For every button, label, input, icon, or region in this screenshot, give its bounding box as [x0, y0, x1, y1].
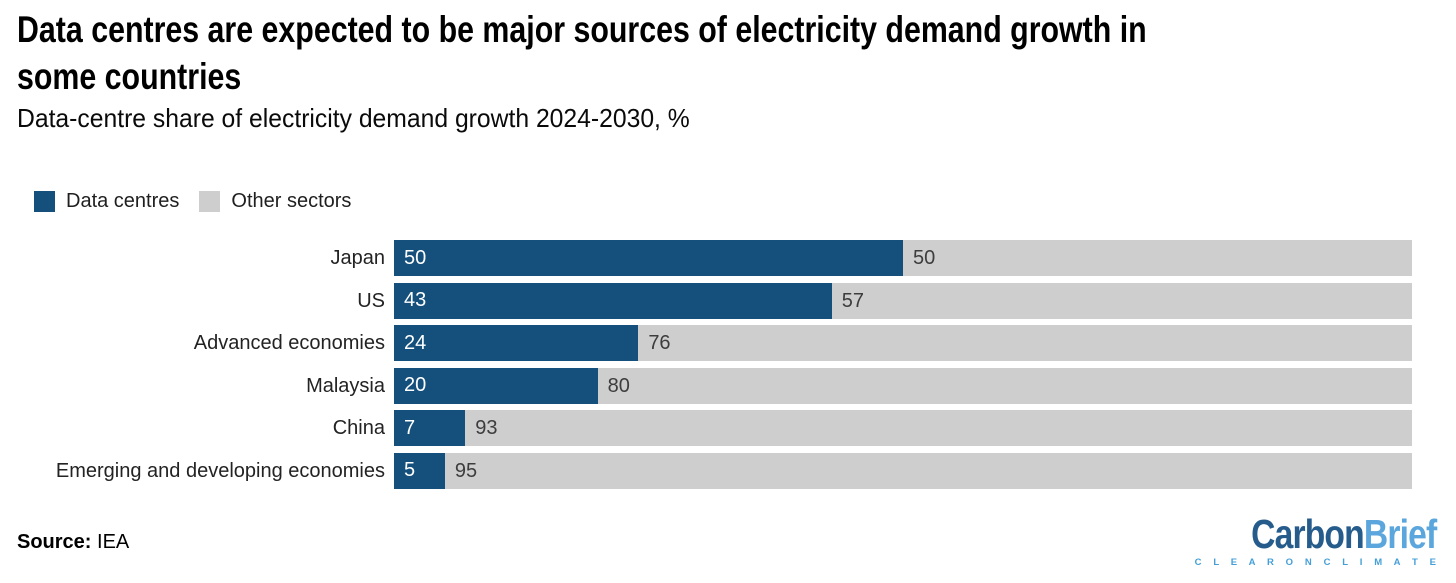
- bar-value-data-centres: 50: [404, 246, 427, 269]
- legend-label-data-centres: Data centres: [66, 190, 180, 212]
- bar-segment-data-centres: 7: [394, 410, 466, 446]
- bar-row: Japan 50 50: [0, 240, 1421, 276]
- bar-track: 7 93: [394, 410, 1412, 446]
- legend-swatch-data-centres: [34, 191, 55, 212]
- bar-value-data-centres: 5: [404, 459, 416, 481]
- bar-track: 24 76: [394, 325, 1412, 361]
- legend-item-other-sectors: Other sectors: [199, 190, 351, 213]
- category-label: Malaysia: [306, 374, 385, 397]
- category-label: Advanced economies: [193, 332, 385, 354]
- bar-track: 43 57: [394, 282, 1412, 319]
- bar-value-data-centres: 7: [404, 416, 416, 439]
- bar-value-data-centres: 20: [404, 374, 427, 396]
- bar-track: 50 50: [394, 240, 1412, 276]
- bar-value-other-sectors: 57: [841, 289, 864, 312]
- bar-value-other-sectors: 93: [475, 417, 498, 439]
- bar-segment-data-centres: 24: [394, 325, 639, 361]
- bar-row: US 43 57: [0, 282, 1421, 319]
- bar-value-other-sectors: 76: [648, 332, 671, 354]
- bar-segment-data-centres: 43: [394, 282, 832, 319]
- legend-label-other-sectors: Other sectors: [231, 190, 352, 212]
- bar-row: Malaysia 20 80: [0, 367, 1421, 404]
- chart-title-line1: Data centres are expected to be major so…: [17, 9, 1147, 50]
- category-label: US: [357, 289, 385, 312]
- chart-title-line2: some countries: [17, 56, 242, 97]
- bar-segment-data-centres: 20: [394, 367, 598, 404]
- bar-track: 20 80: [394, 367, 1412, 404]
- legend-swatch-other-sectors: [199, 191, 221, 212]
- bar-value-other-sectors: 95: [454, 459, 478, 482]
- bar-value-data-centres: 24: [404, 331, 427, 354]
- logo-carbon: Carbon: [1250, 511, 1365, 557]
- bar-value-other-sectors: 80: [607, 374, 630, 397]
- source-value: IEA: [91, 531, 130, 553]
- bar-row: Emerging and developing economies 5 95: [0, 452, 1421, 489]
- bar-segment-data-centres: 50: [394, 240, 903, 276]
- carbonbrief-logo: CarbonBrief C L E A R O N C L I M A T E: [1195, 511, 1437, 568]
- carbonbrief-wordmark: CarbonBrief: [1238, 511, 1437, 557]
- bar-row: China 7 93: [0, 410, 1421, 446]
- bar-chart: Japan 50 50 US 43 57 Advanced economies 24 76 Mal…: [0, 240, 1421, 489]
- bar-row: Advanced economies 24 76: [0, 325, 1421, 361]
- category-label: Japan: [330, 247, 386, 269]
- source-label: Source:: [17, 531, 92, 553]
- bar-track: 5 95: [394, 452, 1412, 489]
- chart-title: Data centres are expected to be major so…: [17, 6, 1395, 100]
- logo-brief: Brief: [1363, 511, 1436, 557]
- bar-value-data-centres: 43: [404, 289, 427, 311]
- legend: Data centres Other sectors: [34, 190, 351, 213]
- bar-segment-data-centres: 5: [394, 452, 445, 489]
- logo-tagline: C L E A R O N C L I M A T E: [1194, 557, 1441, 568]
- source-note: Source: IEA: [17, 531, 129, 554]
- bar-value-other-sectors: 50: [913, 247, 936, 269]
- legend-item-data-centres: Data centres: [34, 190, 179, 213]
- category-label: China: [332, 417, 385, 439]
- chart-subtitle: Data-centre share of electricity demand …: [17, 103, 690, 133]
- category-label: Emerging and developing economies: [55, 459, 385, 482]
